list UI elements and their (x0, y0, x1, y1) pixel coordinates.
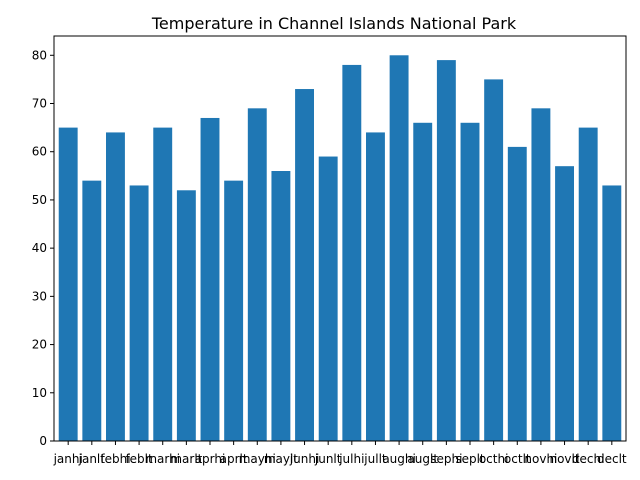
bar-janhi (58, 127, 78, 441)
x-tick-label: octlt (504, 452, 531, 466)
x-tick-label: junlt (314, 452, 342, 466)
x-tick-label: novlt (549, 452, 579, 466)
bar-octhi (484, 79, 504, 442)
y-tick-label: 60 (32, 145, 47, 159)
bar-seplt (460, 122, 480, 442)
y-tick-label: 70 (32, 97, 47, 111)
x-tick-label: seplt (455, 452, 485, 466)
x-tick-label: feblt (125, 452, 153, 466)
bar-junhi (295, 89, 314, 442)
x-tick-label: mayhi (239, 452, 276, 466)
bar-declt (602, 185, 622, 441)
x-tick-label: octhi (479, 452, 509, 466)
bar-feblt (129, 185, 149, 441)
bar-maylt (271, 171, 291, 441)
bar-marlt (176, 190, 196, 441)
x-tick-label: aprhi (195, 452, 226, 466)
x-axis: janhijanltfebhifebltmarhimarltaprhiaprlt… (53, 441, 627, 466)
x-tick-label: declt (597, 452, 627, 466)
bar-julhi (342, 64, 362, 441)
y-tick-label: 50 (32, 193, 47, 207)
y-tick-label: 30 (32, 289, 47, 303)
bar-sephi (436, 60, 456, 441)
x-tick-label: auglt (407, 452, 438, 466)
bar-jullt (366, 132, 385, 441)
x-tick-label: janhi (53, 452, 83, 466)
bar-aprlt (224, 180, 244, 441)
bar-novlt (555, 166, 574, 441)
y-tick-label: 40 (32, 241, 47, 255)
x-tick-label: dechi (572, 452, 605, 466)
x-tick-label: febhi (100, 452, 130, 466)
chart-title: Temperature in Channel Islands National … (151, 14, 517, 33)
y-axis: 0 10 20 30 40 50 60 70 80 (32, 48, 54, 448)
x-tick-label: junhi (289, 452, 319, 466)
bar-aprhi (200, 117, 220, 441)
plot-frame (53, 35, 627, 442)
x-tick-label: jullt (363, 452, 387, 466)
y-tick-label: 0 (39, 434, 47, 448)
bar-novhi (531, 108, 551, 442)
bar-marhi (153, 127, 173, 441)
bar-junlt (318, 156, 338, 442)
x-tick-label: janlt (78, 452, 106, 466)
bar-dechi (578, 127, 598, 441)
x-tick-label: marhi (145, 452, 180, 466)
x-tick-label: marlt (170, 452, 202, 466)
bar-janlt (82, 180, 102, 441)
y-tick-label: 10 (32, 386, 47, 400)
y-tick-label: 20 (32, 338, 47, 352)
x-tick-label: julhi (338, 452, 364, 466)
y-tick-label: 80 (32, 48, 47, 62)
x-tick-label: sephi (430, 452, 462, 466)
x-tick-label: maylt (264, 452, 298, 466)
x-tick-label: aughi (382, 452, 416, 466)
bar-mayhi (247, 108, 267, 442)
bar-auglt (413, 122, 433, 442)
bar-octlt (507, 146, 527, 441)
x-tick-label: aprlt (220, 452, 248, 466)
x-tick-label: novhi (524, 452, 557, 466)
bar-aughi (389, 55, 409, 442)
bar-febhi (106, 132, 125, 441)
bars-group (58, 55, 622, 442)
